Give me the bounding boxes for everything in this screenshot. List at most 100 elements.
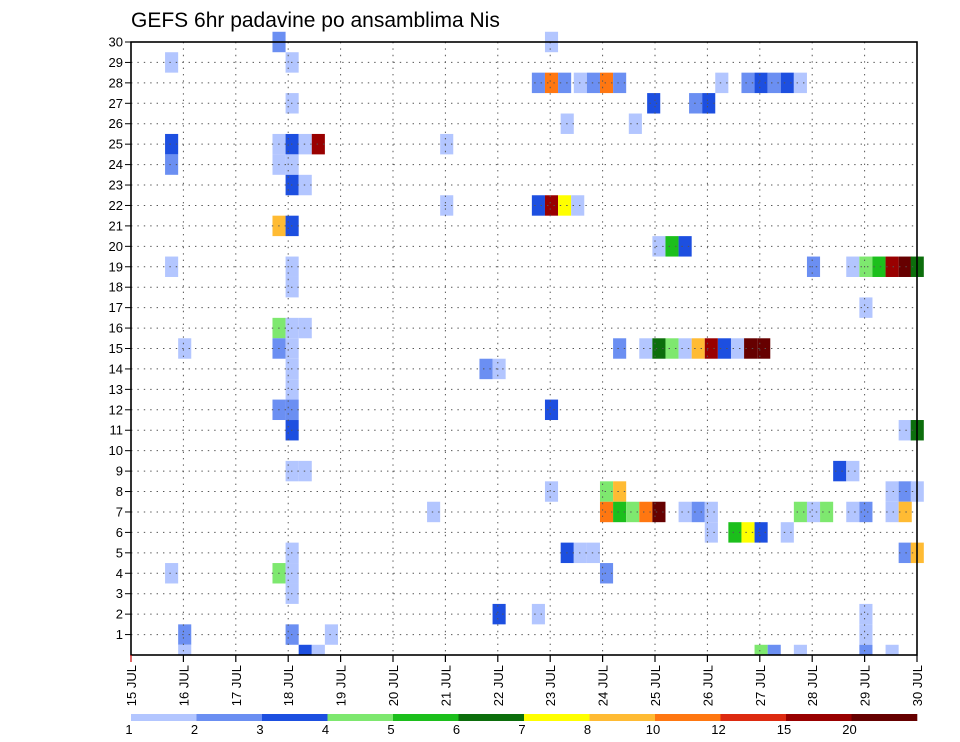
heatmap-cell xyxy=(652,338,666,359)
heatmap-cell xyxy=(427,501,441,523)
heatmap-cell xyxy=(178,338,192,359)
x-tick-label: 27 JUL xyxy=(753,665,768,706)
y-tick-label: 17 xyxy=(109,300,123,315)
heatmap-cell xyxy=(311,644,325,655)
heatmap-cell xyxy=(165,52,179,73)
heatmap-cell xyxy=(898,420,912,441)
legend-color-segment xyxy=(458,714,525,721)
y-tick-label: 5 xyxy=(116,545,123,560)
heatmap-cell xyxy=(754,644,768,655)
heatmap-cell xyxy=(741,72,755,94)
heatmap-cell xyxy=(872,256,886,277)
heatmap-cell xyxy=(531,603,545,625)
legend-label: 12 xyxy=(711,722,725,737)
heatmap-cell xyxy=(757,338,771,359)
heatmap-cell xyxy=(613,501,627,523)
y-tick-label: 8 xyxy=(116,484,123,499)
heatmap-cell xyxy=(311,133,325,155)
legend-label: 15 xyxy=(777,722,791,737)
chart-title: GEFS 6hr padavine po ansamblima Nis xyxy=(131,9,500,32)
heatmap-cell xyxy=(544,195,559,216)
heatmap-cell xyxy=(859,297,873,318)
x-tick-label: 29 JUL xyxy=(858,665,873,706)
y-tick-label: 25 xyxy=(109,137,123,152)
heatmap-cell xyxy=(767,72,781,94)
heatmap-cell xyxy=(639,338,653,359)
heatmap-cell xyxy=(717,338,731,359)
legend-label: 3 xyxy=(256,722,263,737)
legend-color-segment xyxy=(851,714,918,721)
legend-label: 20 xyxy=(842,722,856,737)
heatmap-cell xyxy=(165,154,179,175)
heatmap-cell xyxy=(885,481,899,502)
y-tick-label: 9 xyxy=(116,464,123,479)
heatmap-cell xyxy=(165,563,179,584)
heatmap-cell xyxy=(531,72,545,94)
heatmap-cell xyxy=(885,256,899,277)
legend-color-segment xyxy=(262,714,328,721)
x-tick-label: 28 JUL xyxy=(805,665,820,706)
legend-color-segment xyxy=(655,714,721,721)
heatmap-cell xyxy=(652,501,666,523)
heatmap-cell xyxy=(652,236,666,257)
legend-color-segment xyxy=(589,714,656,721)
legend-color-segment xyxy=(131,714,197,721)
heatmap-cell xyxy=(440,133,454,155)
heatmap-cell xyxy=(665,338,679,359)
heatmap-cell xyxy=(704,522,718,543)
legend-color-segment xyxy=(720,714,787,721)
heatmap-cell xyxy=(820,501,834,523)
grid-lines xyxy=(131,41,917,655)
y-tick-label: 13 xyxy=(109,382,123,397)
y-tick-label: 20 xyxy=(109,239,123,254)
heatmap-cell xyxy=(165,133,179,155)
y-tick-label: 11 xyxy=(110,423,124,438)
heatmap-cell xyxy=(754,522,768,543)
heatmap-cell xyxy=(859,603,873,625)
x-tick-label: 25 JUL xyxy=(648,665,663,706)
heatmap-cell xyxy=(531,195,545,216)
heatmap-cell xyxy=(558,72,572,94)
heatmap-cell xyxy=(859,644,873,655)
heatmap-cell xyxy=(599,481,614,502)
heatmap-cell xyxy=(885,644,899,655)
heatmap-cell xyxy=(678,338,692,359)
heatmap-cell xyxy=(492,358,506,380)
heatmap-cell xyxy=(859,501,873,523)
legend-label: 10 xyxy=(646,722,660,737)
heatmap-cell xyxy=(324,624,338,645)
y-tick-label: 26 xyxy=(109,116,123,131)
x-axis: 15 JUL 16 JUL 17 JUL 18 JUL 19 JUL 20 JUL 21 J… xyxy=(124,655,925,706)
heatmap-cell xyxy=(741,522,755,543)
heatmap-cell xyxy=(165,256,179,277)
heatmap-cell xyxy=(885,501,899,523)
heatmap-cell xyxy=(492,603,506,625)
x-tick-label: 30 JUL xyxy=(910,665,925,706)
heatmap-cell xyxy=(544,481,559,502)
heatmap-cell xyxy=(689,93,703,114)
x-tick-label: 24 JUL xyxy=(596,665,611,706)
legend-label: 4 xyxy=(322,722,329,737)
heatmap-cell xyxy=(678,236,692,257)
x-tick-label: 23 JUL xyxy=(543,665,558,706)
heatmap-cell xyxy=(780,522,794,543)
heatmap-cell xyxy=(665,236,679,257)
heatmap-cell xyxy=(728,522,742,543)
x-tick-label: 15 JUL xyxy=(124,665,139,706)
heatmap-cell xyxy=(298,174,312,196)
legend-color-segment xyxy=(327,714,394,721)
heatmap-cell xyxy=(793,72,807,94)
heatmap-cell xyxy=(628,113,642,134)
heatmap-cell xyxy=(846,256,860,277)
heatmap-cell xyxy=(613,338,627,359)
y-tick-label: 1 xyxy=(116,627,123,642)
heatmap-cell xyxy=(599,72,614,94)
heatmap-cell xyxy=(586,542,600,564)
heatmap-cell xyxy=(846,460,860,482)
heatmap-cell xyxy=(647,93,661,114)
legend-label: 6 xyxy=(453,722,460,737)
heatmap-cell xyxy=(898,256,912,277)
heatmap-cell xyxy=(558,195,572,216)
x-tick-label: 26 JUL xyxy=(700,665,715,706)
heatmap-cells xyxy=(165,31,924,655)
